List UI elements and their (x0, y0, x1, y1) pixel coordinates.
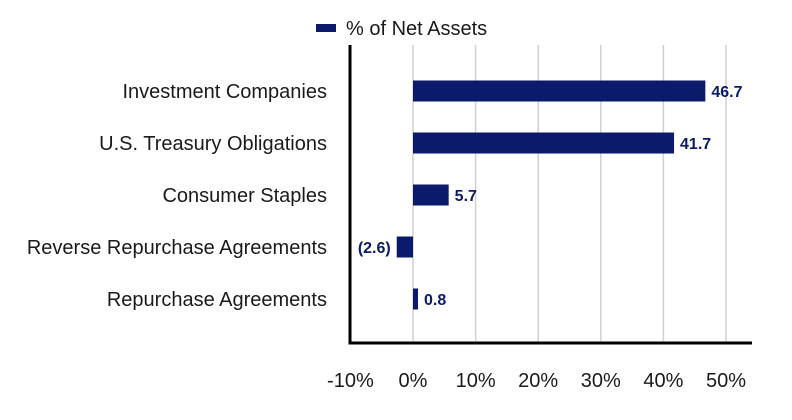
x-tick-label: 0% (399, 370, 428, 392)
legend-swatch (316, 24, 336, 32)
data-label: 41.7 (680, 136, 711, 153)
bars: 46.7 41.7 5.7 (2.6) 0.8 (358, 80, 743, 310)
bar (396, 236, 413, 258)
legend: % of Net Assets (316, 18, 487, 40)
data-label: 46.7 (711, 84, 742, 101)
data-label: (2.6) (358, 240, 391, 257)
category-label: Consumer Staples (162, 185, 327, 207)
category-label: Repurchase Agreements (107, 289, 327, 311)
bar (413, 132, 675, 154)
x-tick-label: 30% (581, 370, 621, 392)
x-tick-label: 40% (643, 370, 683, 392)
data-label: 5.7 (455, 188, 477, 205)
x-tick-label: 50% (706, 370, 746, 392)
category-label: Investment Companies (122, 81, 327, 103)
x-tick-label: 20% (518, 370, 558, 392)
bar (413, 288, 419, 310)
bar (413, 80, 706, 102)
data-label: 0.8 (424, 292, 446, 309)
category-label: Reverse Repurchase Agreements (27, 237, 327, 259)
x-tick-label: -10% (327, 370, 374, 392)
category-label: U.S. Treasury Obligations (99, 133, 327, 155)
bar (413, 184, 449, 206)
tick-labels: -10% 0% 10% 20% 30% 40% 50% (327, 370, 746, 392)
x-tick-label: 10% (456, 370, 496, 392)
category-labels: Investment Companies U.S. Treasury Obliga… (27, 81, 327, 311)
legend-label: % of Net Assets (346, 18, 487, 40)
axes (348, 45, 752, 345)
